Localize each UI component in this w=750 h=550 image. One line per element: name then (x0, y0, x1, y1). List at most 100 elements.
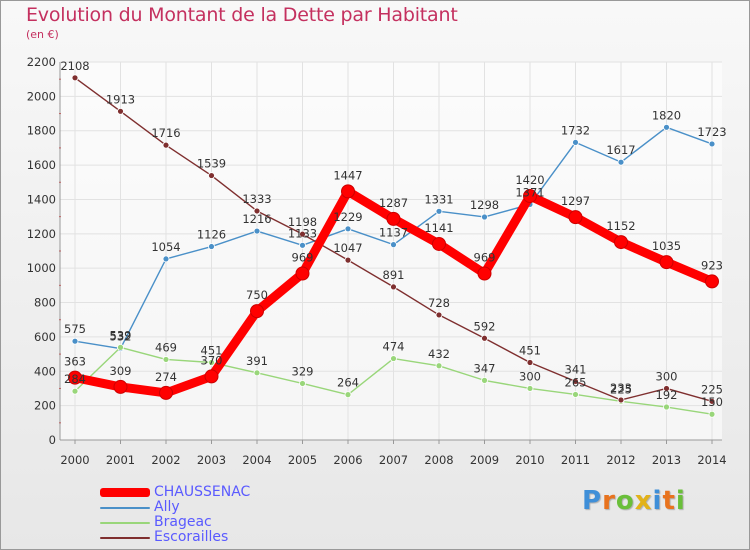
data-point (204, 369, 219, 384)
data-point (386, 211, 401, 226)
data-label: 451 (519, 344, 541, 358)
data-point (708, 140, 716, 148)
data-label: 1820 (652, 108, 681, 122)
data-point (390, 283, 397, 291)
data-point (617, 158, 625, 166)
legend-label: Ally (154, 499, 180, 515)
data-point (568, 210, 583, 225)
data-point (481, 376, 488, 384)
data-label: 225 (701, 382, 723, 396)
data-point (117, 343, 124, 351)
x-tick-label: 2005 (288, 453, 317, 467)
data-label: 370 (201, 353, 223, 367)
legend-item: CHAUSSENAC (100, 485, 250, 500)
data-point (481, 213, 488, 221)
data-point (344, 391, 352, 399)
data-point (435, 362, 443, 370)
legend-swatch (100, 488, 150, 497)
data-label: 1216 (242, 212, 271, 226)
x-tick-label: 2003 (197, 453, 226, 467)
data-point (663, 123, 670, 131)
data-point (162, 356, 170, 363)
data-label: 341 (565, 362, 587, 376)
data-label: 1716 (151, 126, 180, 140)
chart-subtitle: (en €) (26, 28, 59, 41)
data-label: 1035 (652, 239, 681, 253)
data-label: 451 (201, 344, 223, 358)
data-point (341, 184, 355, 199)
data-point (432, 236, 446, 251)
y-tick-label: 600 (34, 330, 56, 344)
data-point (71, 387, 79, 395)
data-point (523, 189, 537, 204)
data-label: 750 (246, 288, 268, 302)
data-label: 1732 (561, 123, 590, 137)
data-label: 1047 (333, 241, 362, 255)
data-point (253, 207, 261, 215)
data-label: 1447 (333, 168, 362, 182)
data-point (250, 304, 264, 319)
data-point (162, 141, 170, 149)
y-tick-label: 1400 (27, 192, 56, 206)
data-label: 225 (610, 382, 632, 396)
data-label: 432 (428, 347, 450, 361)
data-label: 969 (474, 251, 496, 265)
x-tick-label: 2009 (470, 453, 499, 467)
legend-swatch (100, 521, 150, 524)
data-point (208, 172, 215, 179)
data-label: 539 (110, 328, 132, 342)
y-tick-label: 1800 (27, 124, 56, 138)
y-tick-label: 2200 (27, 55, 56, 69)
data-label: 347 (474, 361, 496, 375)
data-point (663, 385, 670, 392)
data-point (68, 370, 82, 385)
x-tick-label: 2002 (151, 453, 180, 467)
y-tick-label: 0 (49, 433, 56, 447)
data-label: 1141 (424, 221, 453, 235)
data-point (162, 255, 170, 263)
x-tick-label: 2007 (379, 453, 408, 467)
data-point (435, 207, 443, 215)
data-point (208, 359, 215, 366)
legend-label: Brageac (154, 514, 212, 530)
data-label: 150 (701, 395, 723, 409)
legend-swatch (100, 506, 150, 509)
data-label: 309 (110, 364, 132, 378)
x-tick-label: 2008 (424, 453, 453, 467)
legend-label: Escorailles (154, 529, 229, 545)
data-label: 265 (565, 375, 587, 389)
data-label: 1617 (606, 143, 635, 157)
x-tick-label: 2013 (652, 453, 681, 467)
data-label: 363 (64, 355, 86, 369)
data-label: 1371 (515, 185, 544, 199)
data-point (481, 334, 488, 342)
data-label: 1137 (379, 226, 408, 240)
data-point (477, 266, 492, 281)
data-label: 300 (656, 369, 678, 383)
legend-item: Brageac (100, 515, 250, 530)
data-label: 923 (701, 258, 723, 272)
data-label: 2108 (60, 59, 89, 73)
x-tick-label: 2004 (242, 453, 271, 467)
data-point (344, 225, 352, 233)
data-label: 274 (155, 370, 177, 384)
data-point (253, 369, 261, 377)
legend-swatch (100, 536, 150, 539)
legend-item: Escorailles (100, 530, 250, 545)
data-label: 592 (474, 319, 496, 333)
data-label: 1152 (606, 219, 635, 233)
legend: CHAUSSENAC Ally Brageac Escorailles (100, 485, 250, 545)
proxiti-logo: Proxiti (582, 486, 686, 516)
x-tick-label: 2011 (561, 453, 590, 467)
data-label: 1298 (470, 198, 499, 212)
x-tick-label: 2000 (60, 453, 89, 467)
data-label: 1198 (288, 215, 317, 229)
data-point (299, 380, 306, 387)
x-tick-label: 2001 (106, 453, 135, 467)
data-point (299, 241, 306, 249)
data-label: 1723 (697, 125, 726, 139)
y-tick-label: 2000 (27, 89, 56, 103)
data-point (435, 311, 443, 319)
legend-item: Ally (100, 500, 250, 515)
